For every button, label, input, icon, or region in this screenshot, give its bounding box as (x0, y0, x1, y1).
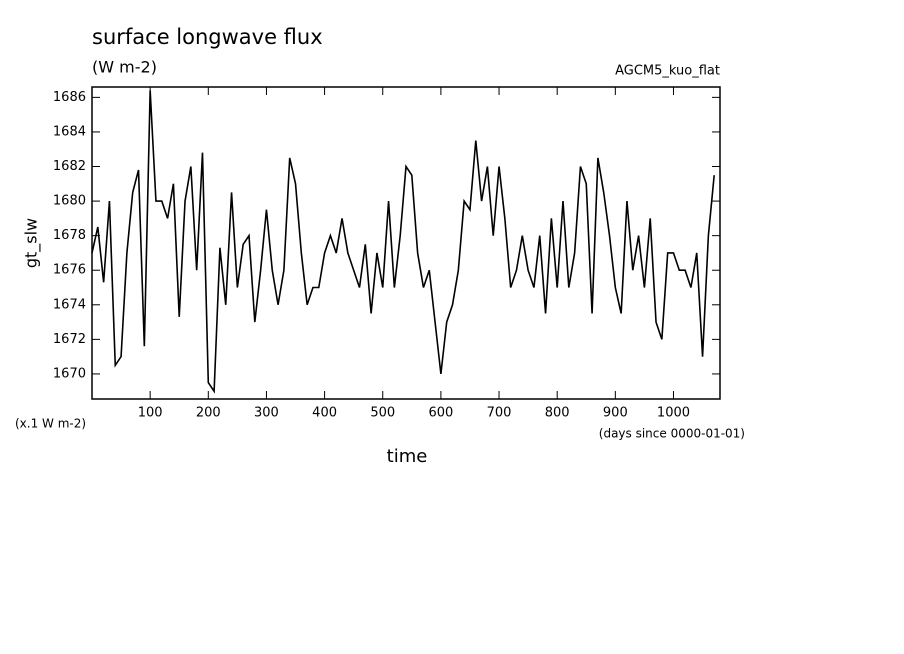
y-tick-label: 1684 (53, 124, 86, 139)
y-tick-label: 1686 (53, 90, 86, 105)
y-tick-label: 1682 (53, 159, 86, 174)
x-tick-label: 100 (138, 406, 163, 421)
chart-title: surface longwave flux (92, 25, 323, 49)
plot-frame (91, 86, 721, 400)
y-tick-label: 1678 (53, 228, 86, 243)
y-tick-label: 1672 (53, 332, 86, 347)
annotation: AGCM5_kuo_flat (615, 64, 720, 79)
x-tick-label: 800 (545, 406, 570, 421)
data-line (91, 90, 715, 394)
y-tick-label: 1680 (53, 194, 86, 209)
y-tick-label: 1674 (53, 297, 86, 312)
x-tick-label: 500 (370, 406, 395, 421)
y-tick-label: 1670 (53, 366, 86, 381)
x-unit-label: (days since 0000-01-01) (599, 427, 745, 441)
x-tick-label: 900 (603, 406, 628, 421)
x-tick-label: 400 (312, 406, 337, 421)
x-tick-label: 300 (254, 406, 279, 421)
x-tick-label: 700 (487, 406, 512, 421)
x-tick-label: 1000 (657, 406, 690, 421)
y-tick-label: 1676 (53, 263, 86, 278)
x-tick-label: 600 (428, 406, 453, 421)
x-tick-label: 200 (196, 406, 221, 421)
y-axis-label: gt_slw (22, 218, 42, 268)
y-unit-label: (x.1 W m-2) (15, 417, 86, 431)
chart-subtitle: (W m-2) (92, 58, 157, 77)
x-axis-label: time (387, 446, 428, 467)
